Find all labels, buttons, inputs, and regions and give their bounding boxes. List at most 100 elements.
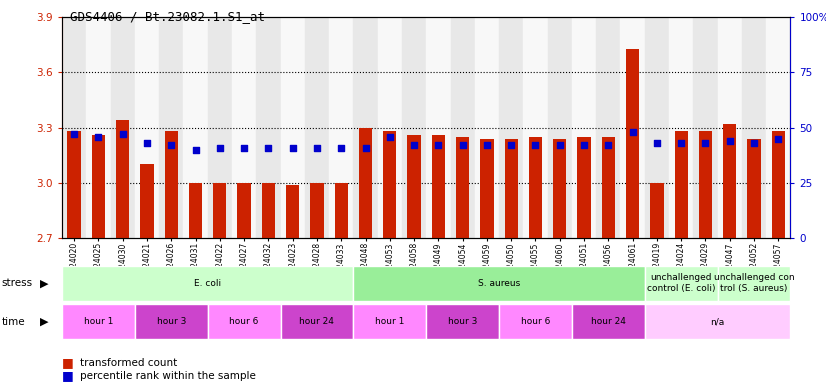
- Bar: [232, 17, 256, 238]
- Point: [505, 142, 518, 149]
- Bar: [432, 135, 445, 238]
- Text: unchallenged
control (E. coli): unchallenged control (E. coli): [647, 273, 715, 293]
- Text: S. aureus: S. aureus: [478, 279, 520, 288]
- Bar: [742, 17, 767, 238]
- Point: [748, 140, 761, 146]
- Bar: [86, 17, 111, 238]
- Point: [675, 140, 688, 146]
- Point: [626, 129, 639, 135]
- Bar: [475, 17, 499, 238]
- Bar: [335, 183, 348, 238]
- Text: E. coli: E. coli: [194, 279, 221, 288]
- Bar: [164, 131, 178, 238]
- Point: [456, 142, 469, 149]
- Bar: [237, 183, 251, 238]
- Bar: [116, 120, 130, 238]
- Bar: [767, 17, 790, 238]
- Bar: [499, 17, 524, 238]
- Bar: [111, 17, 135, 238]
- Text: hour 6: hour 6: [230, 317, 259, 326]
- Text: ▶: ▶: [40, 278, 48, 288]
- Bar: [601, 137, 615, 238]
- Bar: [358, 127, 373, 238]
- Bar: [524, 17, 548, 238]
- Point: [140, 140, 154, 146]
- Point: [92, 134, 105, 140]
- Point: [432, 142, 445, 149]
- Text: GDS4406 / Bt.23082.1.S1_at: GDS4406 / Bt.23082.1.S1_at: [70, 10, 265, 23]
- Text: stress: stress: [2, 278, 33, 288]
- Text: ■: ■: [62, 356, 78, 369]
- Bar: [135, 304, 207, 339]
- Text: hour 24: hour 24: [591, 317, 626, 326]
- Bar: [596, 17, 620, 238]
- Bar: [718, 17, 742, 238]
- Bar: [505, 139, 518, 238]
- Bar: [450, 17, 475, 238]
- Bar: [213, 183, 226, 238]
- Bar: [92, 135, 105, 238]
- Text: time: time: [2, 316, 26, 327]
- Bar: [189, 183, 202, 238]
- Bar: [354, 17, 377, 238]
- Bar: [620, 17, 645, 238]
- Point: [358, 144, 372, 151]
- Text: hour 3: hour 3: [157, 317, 186, 326]
- Bar: [281, 17, 305, 238]
- Point: [311, 144, 324, 151]
- Bar: [748, 139, 761, 238]
- Point: [529, 142, 542, 149]
- Bar: [311, 183, 324, 238]
- Point: [481, 142, 494, 149]
- Text: percentile rank within the sample: percentile rank within the sample: [80, 371, 256, 381]
- Bar: [529, 137, 542, 238]
- Text: ▶: ▶: [40, 316, 48, 327]
- Bar: [256, 17, 281, 238]
- Point: [771, 136, 785, 142]
- Bar: [645, 17, 669, 238]
- Point: [577, 142, 591, 149]
- Bar: [553, 139, 567, 238]
- Bar: [159, 17, 183, 238]
- Point: [724, 138, 737, 144]
- Bar: [329, 17, 354, 238]
- Text: hour 24: hour 24: [300, 317, 335, 326]
- Bar: [669, 17, 693, 238]
- Bar: [286, 185, 299, 238]
- Point: [383, 134, 396, 140]
- Bar: [480, 139, 494, 238]
- Point: [116, 131, 129, 137]
- Bar: [377, 17, 402, 238]
- Bar: [62, 17, 86, 238]
- Bar: [207, 304, 281, 339]
- Text: n/a: n/a: [710, 317, 724, 326]
- Bar: [305, 17, 329, 238]
- Bar: [354, 266, 645, 301]
- Bar: [645, 266, 718, 301]
- Point: [262, 144, 275, 151]
- Text: hour 3: hour 3: [448, 317, 477, 326]
- Point: [407, 142, 420, 149]
- Point: [553, 142, 567, 149]
- Point: [650, 140, 663, 146]
- Bar: [402, 17, 426, 238]
- Text: hour 6: hour 6: [521, 317, 550, 326]
- Bar: [693, 17, 718, 238]
- Text: hour 1: hour 1: [83, 317, 113, 326]
- Point: [699, 140, 712, 146]
- Point: [286, 144, 299, 151]
- Text: ■: ■: [62, 369, 78, 382]
- Bar: [499, 304, 572, 339]
- Bar: [577, 137, 591, 238]
- Bar: [383, 131, 396, 238]
- Bar: [771, 131, 785, 238]
- Bar: [262, 183, 275, 238]
- Text: transformed count: transformed count: [80, 358, 178, 368]
- Bar: [675, 131, 688, 238]
- Bar: [626, 48, 639, 238]
- Point: [68, 131, 81, 137]
- Bar: [207, 17, 232, 238]
- Bar: [572, 304, 645, 339]
- Point: [601, 142, 615, 149]
- Bar: [281, 304, 354, 339]
